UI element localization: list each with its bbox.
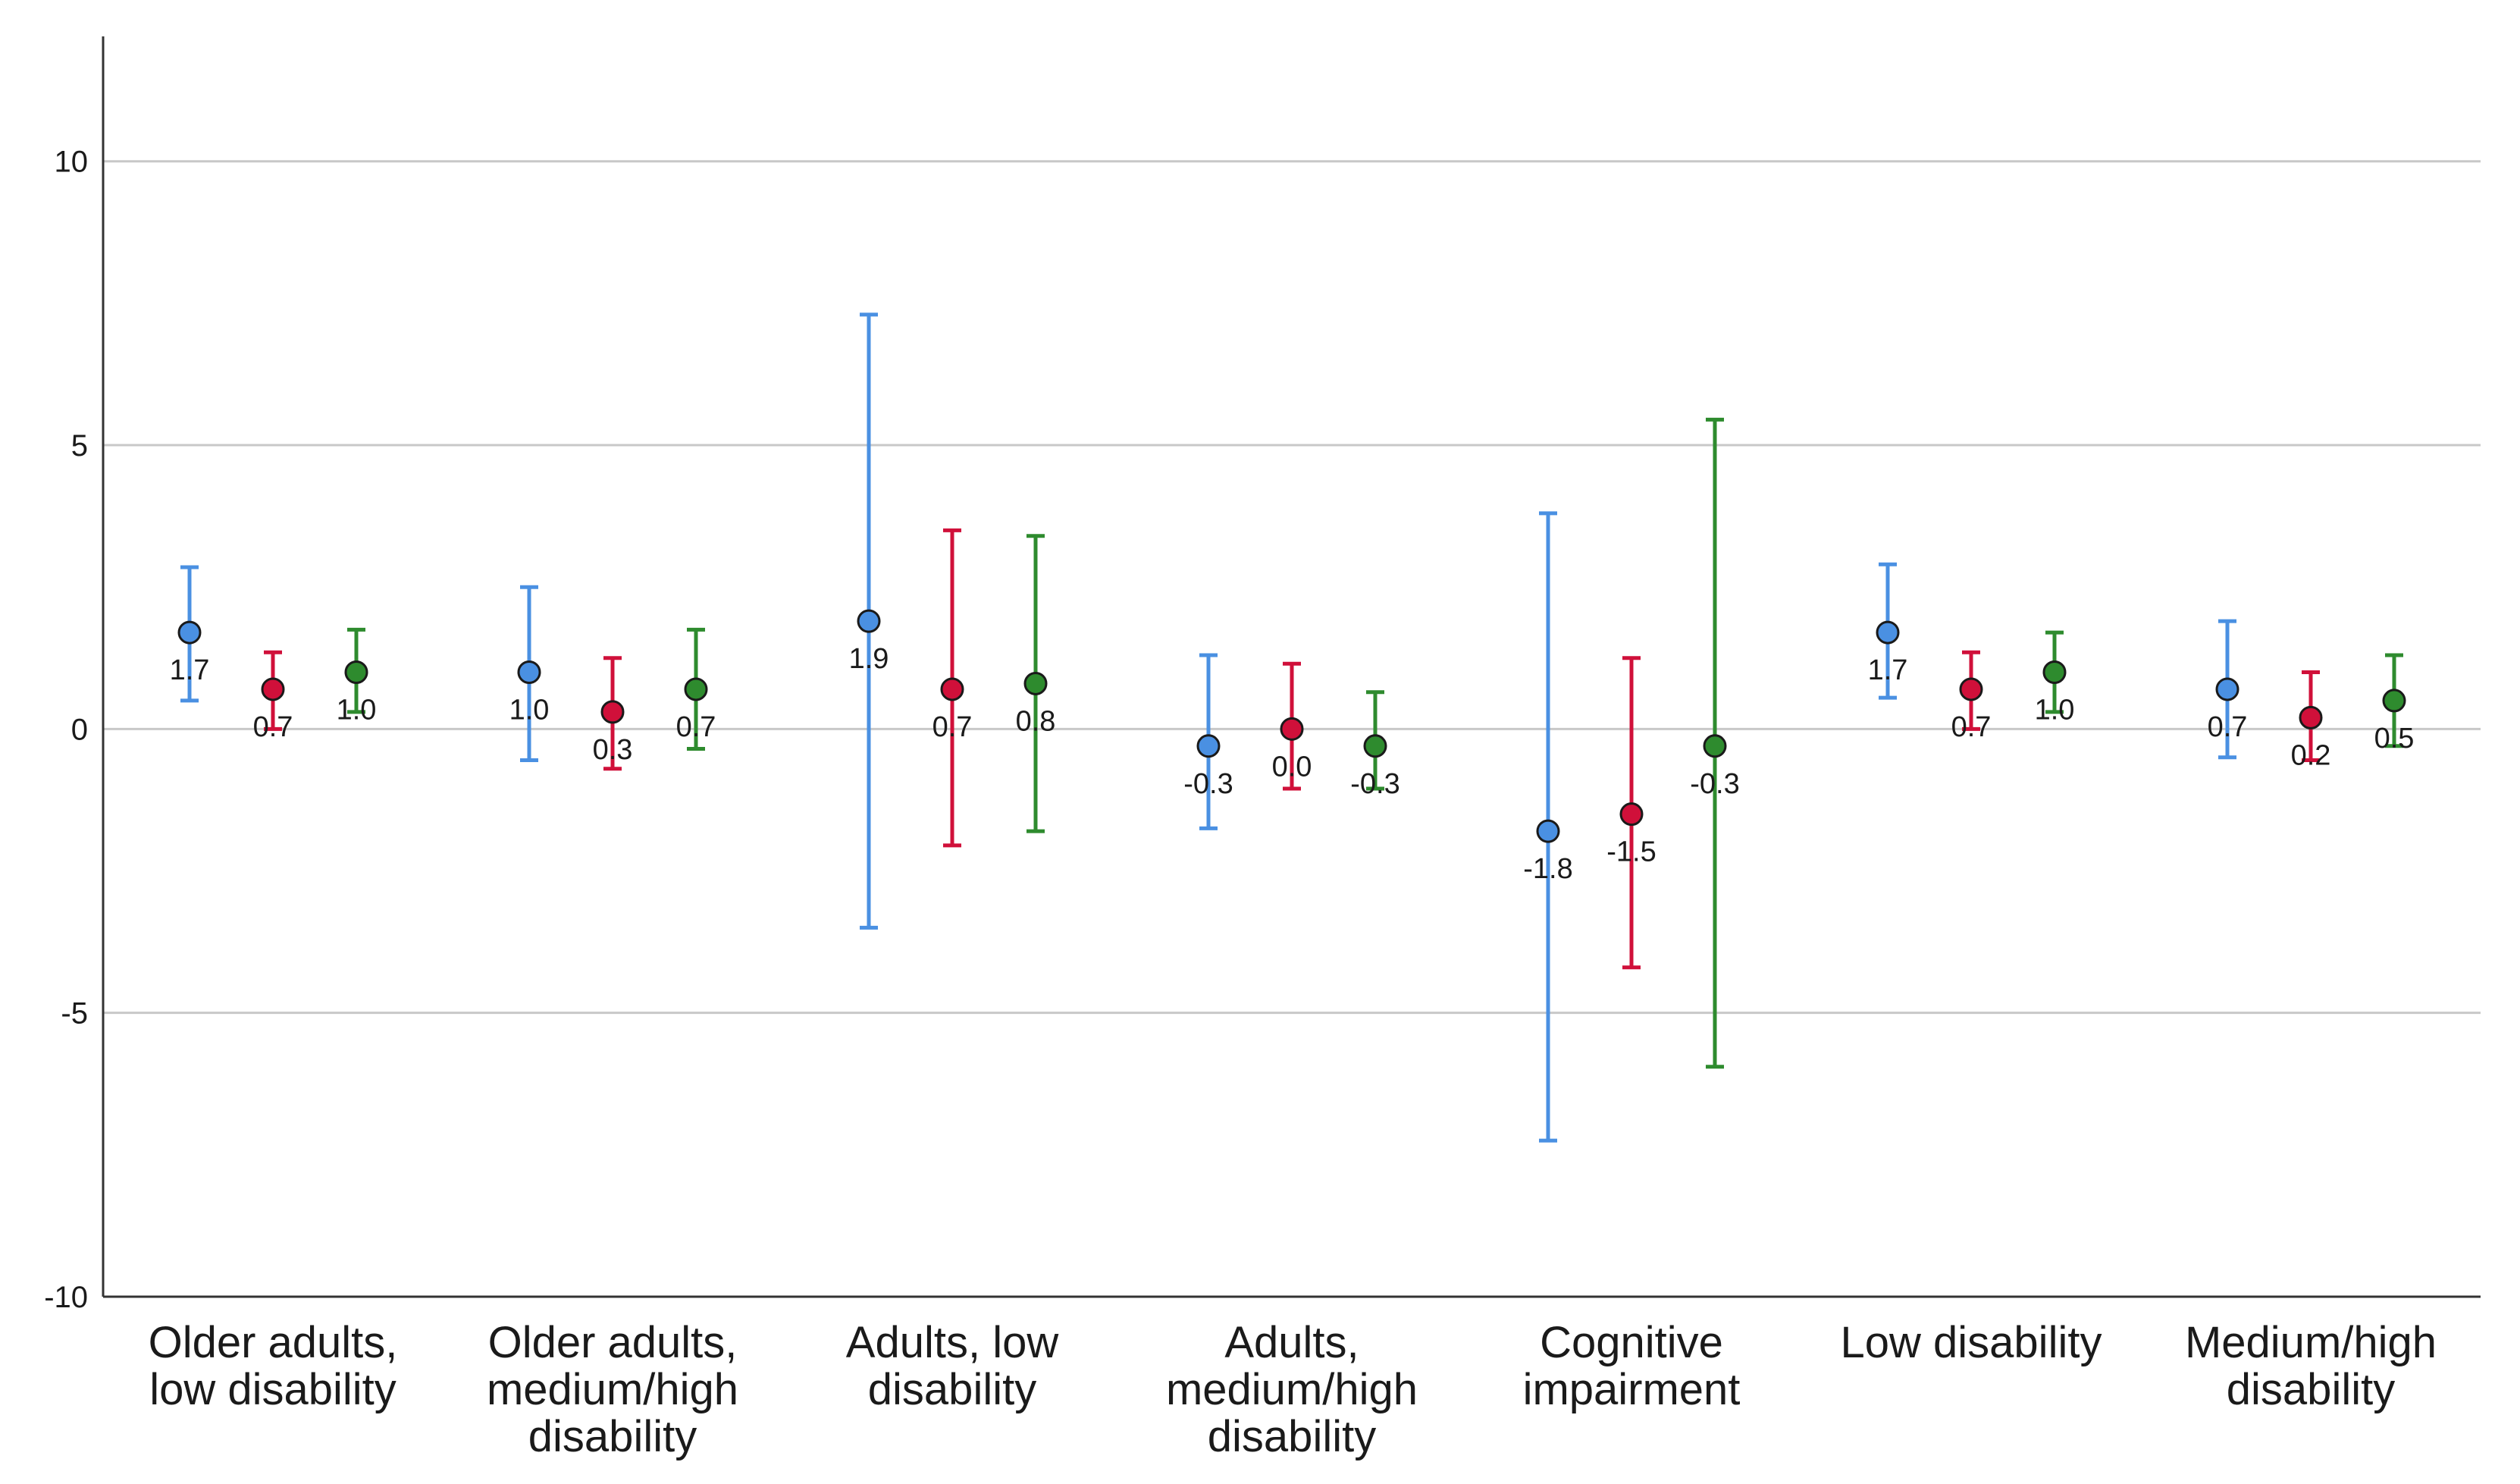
- data-label: 1.0: [2035, 694, 2075, 726]
- mean-point: [177, 620, 202, 645]
- data-label: 1.7: [170, 654, 210, 686]
- grid-layer: [103, 160, 2481, 1015]
- data-label: -1.5: [1606, 836, 1656, 868]
- mean-point: [1619, 802, 1644, 827]
- x-tick-label: disability: [528, 1412, 697, 1461]
- data-label: -0.3: [1183, 768, 1233, 800]
- data-label: 0.7: [676, 711, 716, 743]
- x-tick-label: disability: [1208, 1412, 1376, 1461]
- mean-point: [1363, 734, 1387, 758]
- data-label: 0.5: [2374, 723, 2415, 755]
- x-tick-label: Medium/high: [2185, 1318, 2437, 1367]
- data-label: 0.7: [2208, 711, 2248, 743]
- data-label-layer: 1.7 1.0 1.9 -0.3 -1.8 1.7 0.7 0.7 0.3 0.7 0.0 -1.5 0…: [170, 643, 2415, 885]
- axis-layer: [102, 36, 2481, 1298]
- x-tick-label: low disability: [149, 1365, 396, 1414]
- x-tick-label: disability: [2227, 1365, 2395, 1414]
- mean-point: [1196, 734, 1221, 758]
- data-label: -0.3: [1690, 768, 1739, 800]
- y-tick-label: -5: [61, 997, 88, 1031]
- data-label: 0.7: [253, 711, 293, 743]
- data-label: 0.3: [593, 734, 633, 766]
- mean-point: [517, 660, 541, 684]
- data-label: -0.3: [1350, 768, 1399, 800]
- x-tick-label: Older adults,: [149, 1318, 398, 1367]
- data-label: -1.8: [1523, 853, 1572, 885]
- mean-point: [684, 677, 708, 701]
- x-tick-label: Cognitive: [1540, 1318, 1723, 1367]
- data-label: 1.0: [337, 694, 377, 726]
- mean-point: [2042, 660, 2067, 684]
- data-label: 0.2: [2291, 739, 2331, 771]
- mean-point: [1023, 671, 1048, 695]
- y-tick-label: 5: [71, 429, 88, 463]
- data-label: 1.9: [849, 643, 889, 675]
- mean-point: [1703, 734, 1727, 758]
- x-tick-label: impairment: [1523, 1365, 1741, 1414]
- x-tick-label: Older adults,: [488, 1318, 738, 1367]
- mean-point: [857, 609, 881, 633]
- mean-point: [2382, 689, 2406, 713]
- data-label: 0.7: [932, 711, 973, 743]
- mean-point: [600, 700, 625, 724]
- x-tick-label: medium/high: [1166, 1365, 1418, 1414]
- mean-point: [1536, 819, 1560, 843]
- mean-point: [1876, 620, 1900, 645]
- y-tick-label: -10: [44, 1281, 88, 1314]
- mean-point: [1280, 717, 1304, 741]
- data-label: 0.7: [1951, 711, 1992, 743]
- mean-point: [2299, 705, 2323, 729]
- x-tick-label: disability: [868, 1365, 1036, 1414]
- x-tick-label: Adults, low: [846, 1318, 1060, 1367]
- data-label: 0.8: [1016, 705, 1056, 737]
- mean-point: [1959, 677, 1983, 701]
- y-tick-label: 10: [55, 146, 89, 179]
- x-tick-label: Adults,: [1224, 1318, 1359, 1367]
- mean-point: [2215, 677, 2239, 701]
- data-label: 1.0: [509, 694, 550, 726]
- y-tick-label: 0: [71, 713, 88, 746]
- point-layer: [177, 609, 2406, 843]
- mean-point: [344, 660, 368, 684]
- mean-point: [940, 677, 964, 701]
- x-tick-label: Low disability: [1841, 1318, 2102, 1367]
- data-label: 1.7: [1868, 654, 1908, 686]
- x-tick-label: medium/high: [487, 1365, 738, 1414]
- mean-point: [261, 677, 285, 701]
- data-label: 0.0: [1272, 751, 1312, 783]
